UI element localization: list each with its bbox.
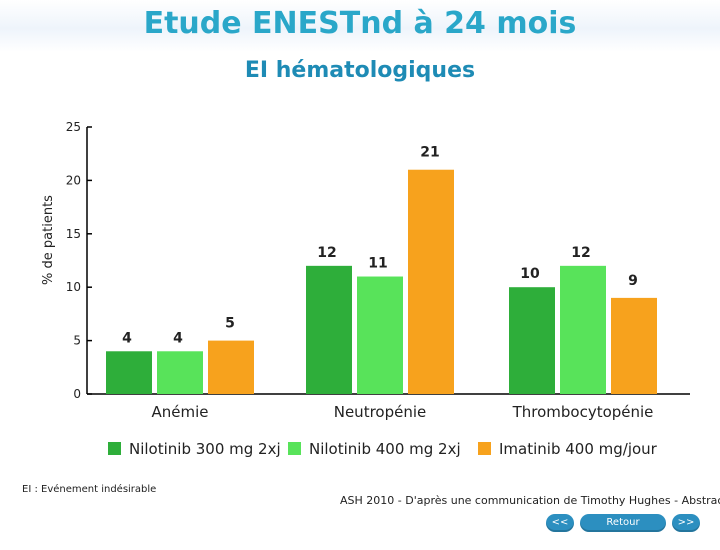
y-tick-label: 0: [73, 387, 81, 401]
data-label: 4: [173, 330, 183, 346]
legend-nilotinib-400: Nilotinib 400 mg 2xj: [288, 440, 461, 458]
bar: [509, 287, 555, 394]
bar: [106, 351, 152, 394]
bar: [157, 351, 203, 394]
legend-label-nilotinib-400: Nilotinib 400 mg 2xj: [309, 440, 461, 458]
legend-swatch-nilotinib-400: [288, 442, 301, 455]
legend-swatch-nilotinib-300: [108, 442, 121, 455]
bar: [306, 265, 352, 394]
y-tick-label: 25: [66, 120, 81, 134]
legend-imatinib: Imatinib 400 mg/jour: [478, 440, 657, 458]
data-label: 4: [122, 330, 132, 346]
previous-button[interactable]: <<: [546, 514, 574, 532]
data-label: 12: [317, 245, 336, 261]
page-title: Etude ENESTnd à 24 mois: [143, 6, 577, 41]
chart-subtitle: EI hématologiques: [244, 58, 476, 83]
category-label: Thrombocytopénie: [512, 403, 654, 421]
footnote: EI : Evénement indésirable: [22, 484, 157, 495]
category-label: Anémie: [151, 403, 208, 421]
category-label: Neutropénie: [334, 403, 427, 421]
next-button[interactable]: >>: [672, 514, 700, 532]
y-tick-label: 20: [66, 173, 81, 187]
bar: [560, 265, 606, 394]
legend-label-nilotinib-300: Nilotinib 300 mg 2xj: [129, 440, 281, 458]
y-axis-label: % de patients: [41, 195, 56, 285]
data-label: 9: [628, 273, 638, 289]
data-label: 12: [571, 245, 590, 261]
bar: [611, 297, 657, 394]
y-tick-label: 15: [66, 227, 81, 241]
source-citation: ASH 2010 - D'après une communication de …: [340, 494, 720, 507]
legend-nilotinib-300: Nilotinib 300 mg 2xj: [108, 440, 281, 458]
data-label: 11: [368, 256, 387, 272]
summary-button[interactable]: Retour sommaire: [580, 514, 666, 546]
legend-swatch-imatinib: [478, 442, 491, 455]
data-label: 5: [225, 316, 235, 332]
legend-label-imatinib: Imatinib 400 mg/jour: [499, 440, 657, 458]
header-band: [0, 0, 720, 52]
y-tick-label: 10: [66, 280, 81, 294]
data-label: 21: [420, 145, 439, 161]
data-label: 10: [520, 266, 540, 282]
bar: [408, 169, 454, 394]
bar: [208, 340, 254, 394]
bar: [357, 276, 403, 394]
y-tick-label: 5: [73, 334, 81, 348]
